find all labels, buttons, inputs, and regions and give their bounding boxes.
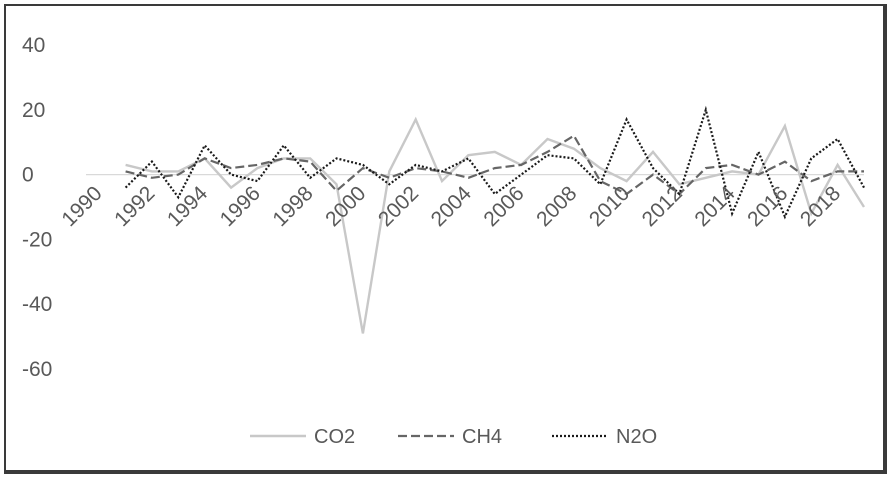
x-tick-label: 2006 xyxy=(479,182,528,231)
x-tick-label: 2010 xyxy=(585,182,634,231)
y-tick-label: 40 xyxy=(22,34,45,57)
series-line-n2o xyxy=(124,105,865,220)
x-tick-label: 1990 xyxy=(57,182,106,231)
x-tick-label: 2004 xyxy=(427,182,477,232)
x-tick-label: 1996 xyxy=(216,182,265,231)
y-tick-label: 0 xyxy=(22,164,34,187)
x-tick-label: 1994 xyxy=(163,182,213,232)
series-line-ch4 xyxy=(125,134,864,196)
series-lines xyxy=(124,105,866,334)
x-tick-label: 1998 xyxy=(268,182,317,231)
x-tick-label: 2012 xyxy=(638,182,687,231)
x-tick-label: 2016 xyxy=(743,182,792,231)
x-tick-label: 2008 xyxy=(532,182,581,231)
y-tick-label: -20 xyxy=(22,228,52,251)
x-tick-label: 1992 xyxy=(110,182,159,231)
x-tick-label: 2000 xyxy=(321,182,370,231)
legend-label-n2o: N2O xyxy=(616,426,657,448)
x-tick-label: 2014 xyxy=(690,182,740,232)
chart-frame xyxy=(4,4,887,474)
series-line-co2 xyxy=(125,116,866,334)
legend: CO2 CH4 N2O xyxy=(250,426,657,448)
y-axis-tick-labels: 40 20 0 -20 -40 -60 xyxy=(22,34,52,381)
legend-label-co2: CO2 xyxy=(314,426,355,448)
legend-label-ch4: CH4 xyxy=(462,426,502,448)
y-tick-label: -40 xyxy=(22,293,52,316)
y-tick-label: 20 xyxy=(22,99,45,122)
y-tick-label: -60 xyxy=(22,358,52,381)
x-axis-tick-labels: 1990 1992 1994 1996 1998 2000 2002 2004 2006 2008… xyxy=(57,182,845,232)
